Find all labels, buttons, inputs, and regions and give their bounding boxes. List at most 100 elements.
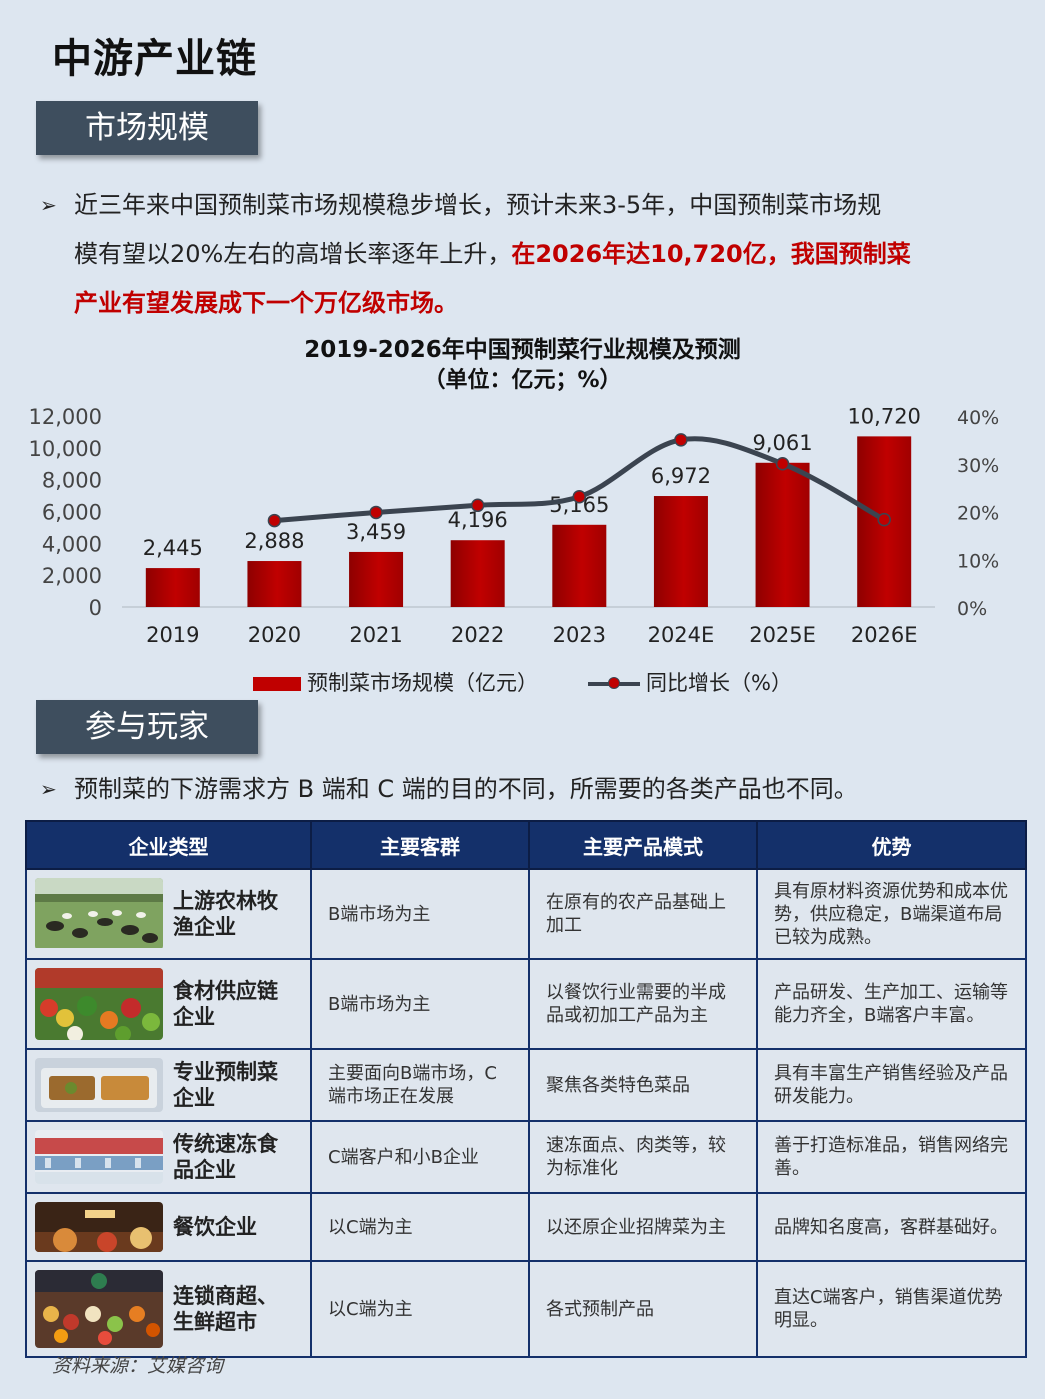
bar-2020 bbox=[247, 561, 302, 607]
y-right-tick-label: 10% bbox=[957, 550, 999, 572]
growth-point bbox=[572, 489, 587, 504]
company-type-cell: 专业预制菜企业 bbox=[25, 1048, 312, 1122]
growth-point bbox=[369, 505, 383, 520]
bar-2019 bbox=[145, 568, 200, 607]
y-left-tick-label: 4,000 bbox=[42, 532, 102, 556]
table-row: 上游农林牧渔企业 B端市场为主 在原有的农产品基础上加工 具有原材料资源优势和成本优势… bbox=[25, 868, 1027, 960]
legend-item-growth: 同比增长（%） bbox=[588, 668, 792, 698]
bar-2023 bbox=[552, 524, 607, 607]
product-model-cell: 以餐饮行业需要的半成品或初加工产品为主 bbox=[528, 958, 758, 1050]
company-type-name: 专业预制菜企业 bbox=[173, 1059, 278, 1110]
company-type-name: 传统速冻食品企业 bbox=[173, 1131, 278, 1182]
legend-line-swatch bbox=[588, 677, 640, 689]
x-tick-label: 2019 bbox=[146, 623, 199, 647]
table-header-row: 企业类型 主要客群 主要产品模式 优势 bbox=[25, 820, 1027, 870]
bar-data-label: 9,061 bbox=[753, 431, 813, 455]
growth-point bbox=[674, 433, 688, 447]
y-left-tick-label: 6,000 bbox=[42, 501, 102, 525]
customers-cell: B端市场为主 bbox=[310, 868, 530, 960]
bar-data-label: 10,720 bbox=[847, 404, 920, 428]
section-tab-players: 参与玩家 bbox=[36, 700, 258, 754]
advantage-cell: 直达C端客户，销售渠道优势明显。 bbox=[756, 1260, 1027, 1358]
bullet-highlight-1: 在2026年达10,720亿，我国预制菜 bbox=[511, 240, 911, 268]
company-type-cell: 食材供应链企业 bbox=[25, 958, 312, 1050]
bar-data-label: 2,445 bbox=[143, 536, 203, 560]
bar-data-label: 4,196 bbox=[448, 508, 508, 532]
company-type-cell: 连锁商超、生鲜超市 bbox=[25, 1260, 312, 1358]
advantage-cell: 具有原材料资源优势和成本优势，供应稳定，B端渠道布局已较为成熟。 bbox=[756, 868, 1027, 960]
bar-2025E bbox=[755, 462, 810, 607]
bar-data-label: 2,888 bbox=[244, 529, 304, 553]
advantage-cell: 产品研发、生产加工、运输等能力齐全，B端客户丰富。 bbox=[756, 958, 1027, 1050]
y-right-tick-label: 40% bbox=[957, 407, 999, 429]
company-type-cell: 上游农林牧渔企业 bbox=[25, 868, 312, 960]
y-left-tick-label: 10,000 bbox=[29, 437, 102, 461]
table-row: 食材供应链企业 B端市场为主 以餐饮行业需要的半成品或初加工产品为主 产品研发、生产加… bbox=[25, 958, 1027, 1050]
restaurant-photo bbox=[35, 1202, 163, 1252]
bar-data-label: 3,459 bbox=[346, 520, 406, 544]
company-type-name: 连锁商超、生鲜超市 bbox=[173, 1283, 278, 1334]
players-table: 企业类型 主要客群 主要产品模式 优势 上游农林牧渔企业 B端市场为主 在原有的农产… bbox=[25, 820, 1027, 1358]
growth-point bbox=[267, 513, 282, 528]
supermarket-photo bbox=[35, 1270, 163, 1348]
x-tick-label: 2020 bbox=[248, 623, 301, 647]
page-title: 中游产业链 bbox=[52, 35, 257, 82]
table-row: 专业预制菜企业 主要面向B端市场，C端市场正在发展 聚焦各类特色菜品 具有丰富生产销售… bbox=[25, 1048, 1027, 1122]
bullet-line-1: 近三年来中国预制菜市场规模稳步增长，预计未来3-5年，中国预制菜市场规 bbox=[74, 191, 882, 219]
chart-subtitle: （单位：亿元；%） bbox=[423, 368, 622, 393]
x-tick-label: 2024E bbox=[648, 623, 715, 647]
arrow-bullet-icon: ➢ bbox=[40, 777, 57, 801]
header-company-type: 企业类型 bbox=[25, 820, 312, 870]
players-bullet: ➢ 预制菜的下游需求方 B 端和 C 端的目的不同，所需要的各类产品也不同。 bbox=[40, 765, 990, 814]
bar-2022 bbox=[450, 540, 505, 607]
market-size-bullet: ➢ 近三年来中国预制菜市场规模稳步增长，预计未来3-5年，中国预制菜市场规 模有… bbox=[40, 181, 990, 328]
y-left-tick-label: 2,000 bbox=[42, 564, 102, 588]
table-row: 餐饮企业 以C端为主 以还原企业招牌菜为主 品牌知名度高，客群基础好。 bbox=[25, 1192, 1027, 1262]
growth-point bbox=[775, 457, 790, 471]
product-model-cell: 以还原企业招牌菜为主 bbox=[528, 1192, 758, 1262]
x-tick-label: 2021 bbox=[349, 623, 402, 647]
bullet-line-2: 模有望以20%左右的高增长率逐年上升， bbox=[74, 240, 512, 268]
bar-2024E bbox=[653, 496, 708, 607]
customers-cell: 以C端为主 bbox=[310, 1260, 530, 1358]
customers-cell: B端市场为主 bbox=[310, 958, 530, 1050]
freezer-aisle-photo bbox=[35, 1130, 163, 1184]
table-row: 传统速冻食品企业 C端客户和小B企业 速冻面点、肉类等，较为标准化 善于打造标准品，销… bbox=[25, 1120, 1027, 1194]
x-tick-label: 2026E bbox=[851, 623, 918, 647]
arrow-bullet-icon: ➢ bbox=[40, 193, 57, 217]
bullet-text: 近三年来中国预制菜市场规模稳步增长，预计未来3-5年，中国预制菜市场规 模有望以… bbox=[74, 181, 990, 328]
bar-data-label: 6,972 bbox=[651, 464, 711, 488]
y-left-tick-label: 8,000 bbox=[42, 469, 102, 493]
bar-2021 bbox=[349, 551, 404, 607]
source-note: 资料来源：艾媒咨询 bbox=[52, 1355, 224, 1377]
growth-point bbox=[470, 498, 485, 513]
legend-item-market-size: 预制菜市场规模（亿元） bbox=[253, 668, 538, 698]
header-product-model: 主要产品模式 bbox=[528, 820, 758, 870]
customers-cell: C端客户和小B企业 bbox=[310, 1120, 530, 1194]
vegetable-market-photo bbox=[35, 968, 163, 1040]
advantage-cell: 善于打造标准品，销售网络完善。 bbox=[756, 1120, 1027, 1194]
company-type-cell: 餐饮企业 bbox=[25, 1192, 312, 1262]
product-model-cell: 聚焦各类特色菜品 bbox=[528, 1048, 758, 1122]
company-type-name: 餐饮企业 bbox=[173, 1214, 257, 1239]
y-left-tick-label: 12,000 bbox=[29, 405, 102, 429]
x-tick-label: 2023 bbox=[553, 623, 606, 647]
x-tick-label: 2022 bbox=[451, 623, 504, 647]
product-model-cell: 各式预制产品 bbox=[528, 1260, 758, 1358]
players-bullet-text: 预制菜的下游需求方 B 端和 C 端的目的不同，所需要的各类产品也不同。 bbox=[74, 775, 858, 803]
y-right-tick-label: 20% bbox=[957, 503, 999, 525]
growth-point bbox=[877, 512, 891, 527]
bullet-highlight-2: 产业有望发展成下一个万亿级市场。 bbox=[74, 289, 458, 317]
advantage-cell: 具有丰富生产销售经验及产品研发能力。 bbox=[756, 1048, 1027, 1122]
product-model-cell: 速冻面点、肉类等，较为标准化 bbox=[528, 1120, 758, 1194]
advantage-cell: 品牌知名度高，客群基础好。 bbox=[756, 1192, 1027, 1262]
header-customers: 主要客群 bbox=[310, 820, 530, 870]
chart-title: 2019-2026年中国预制菜行业规模及预测 bbox=[304, 337, 741, 363]
section-tab-market-size: 市场规模 bbox=[36, 101, 258, 155]
table-row: 连锁商超、生鲜超市 以C端为主 各式预制产品 直达C端客户，销售渠道优势明显。 bbox=[25, 1260, 1027, 1358]
y-left-tick-label: 0 bbox=[89, 596, 102, 620]
company-type-cell: 传统速冻食品企业 bbox=[25, 1120, 312, 1194]
legend-label-growth: 同比增长（%） bbox=[646, 671, 792, 695]
market-size-chart: 12,000 10,000 8,000 6,000 4,000 2,000 0 40% 30% 2… bbox=[29, 404, 1000, 647]
legend-bar-swatch bbox=[253, 677, 301, 691]
